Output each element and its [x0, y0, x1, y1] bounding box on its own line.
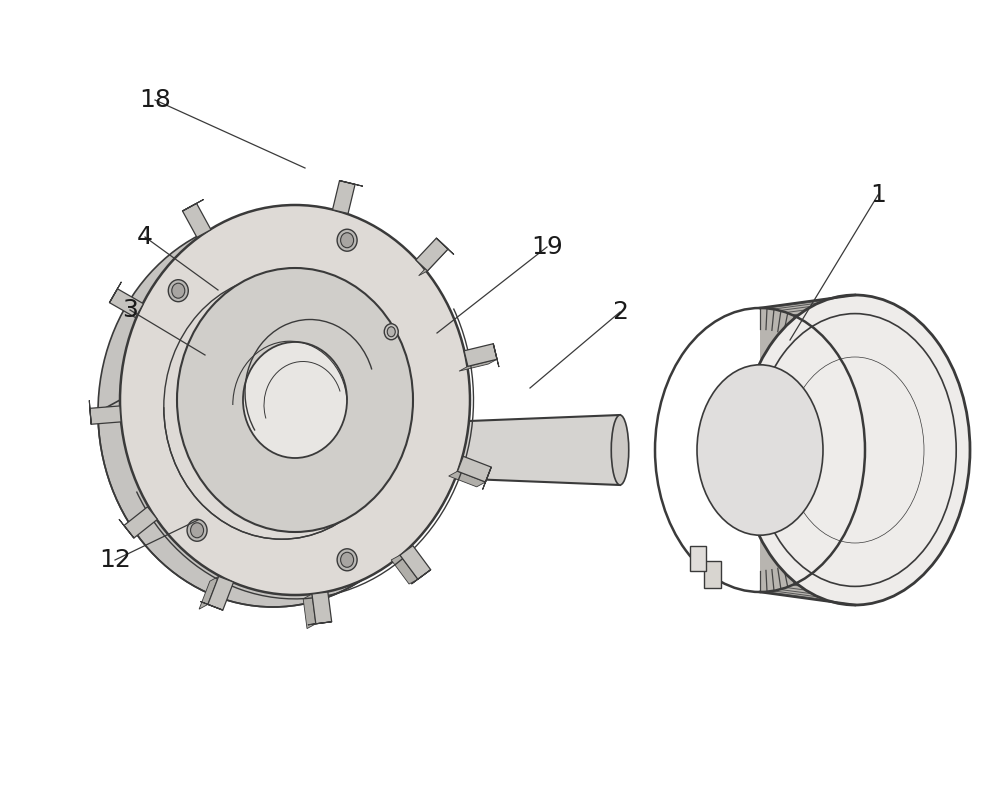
Ellipse shape — [191, 523, 204, 538]
Ellipse shape — [611, 415, 629, 485]
Polygon shape — [464, 344, 497, 367]
Text: 19: 19 — [531, 235, 563, 259]
Polygon shape — [411, 570, 431, 584]
Polygon shape — [89, 401, 91, 424]
Polygon shape — [449, 472, 485, 487]
Polygon shape — [457, 457, 491, 482]
Polygon shape — [243, 415, 620, 485]
Polygon shape — [483, 467, 491, 490]
Ellipse shape — [341, 233, 354, 248]
Polygon shape — [200, 601, 223, 610]
Ellipse shape — [384, 324, 398, 340]
Polygon shape — [109, 282, 121, 303]
Ellipse shape — [187, 519, 207, 541]
Polygon shape — [340, 181, 363, 186]
Polygon shape — [303, 594, 316, 629]
Polygon shape — [704, 562, 721, 589]
Text: 4: 4 — [137, 225, 153, 249]
Polygon shape — [109, 289, 143, 318]
Ellipse shape — [168, 280, 188, 302]
Polygon shape — [90, 406, 121, 424]
Text: 1: 1 — [870, 183, 886, 207]
Ellipse shape — [177, 268, 413, 532]
Text: 18: 18 — [139, 88, 171, 112]
Ellipse shape — [98, 217, 448, 607]
Polygon shape — [391, 555, 418, 584]
Ellipse shape — [337, 229, 357, 251]
Ellipse shape — [120, 205, 470, 595]
Text: 2: 2 — [612, 300, 628, 324]
Polygon shape — [208, 577, 234, 610]
Polygon shape — [124, 507, 157, 538]
Polygon shape — [119, 519, 134, 538]
Polygon shape — [416, 238, 448, 271]
Polygon shape — [183, 203, 211, 237]
Polygon shape — [183, 200, 204, 211]
Ellipse shape — [172, 283, 185, 298]
Text: 12: 12 — [99, 548, 131, 572]
Polygon shape — [308, 622, 332, 625]
Ellipse shape — [337, 549, 357, 571]
Ellipse shape — [341, 552, 354, 567]
Polygon shape — [436, 238, 454, 254]
Polygon shape — [419, 249, 448, 276]
Polygon shape — [312, 592, 332, 624]
Polygon shape — [760, 295, 855, 605]
Ellipse shape — [697, 365, 823, 535]
Ellipse shape — [243, 342, 347, 458]
Ellipse shape — [387, 327, 395, 337]
Text: 3: 3 — [122, 298, 138, 322]
Polygon shape — [690, 546, 706, 570]
Polygon shape — [400, 546, 431, 579]
Polygon shape — [459, 359, 497, 371]
Polygon shape — [333, 181, 355, 213]
Ellipse shape — [740, 295, 970, 605]
Polygon shape — [493, 344, 499, 367]
Polygon shape — [199, 577, 219, 609]
